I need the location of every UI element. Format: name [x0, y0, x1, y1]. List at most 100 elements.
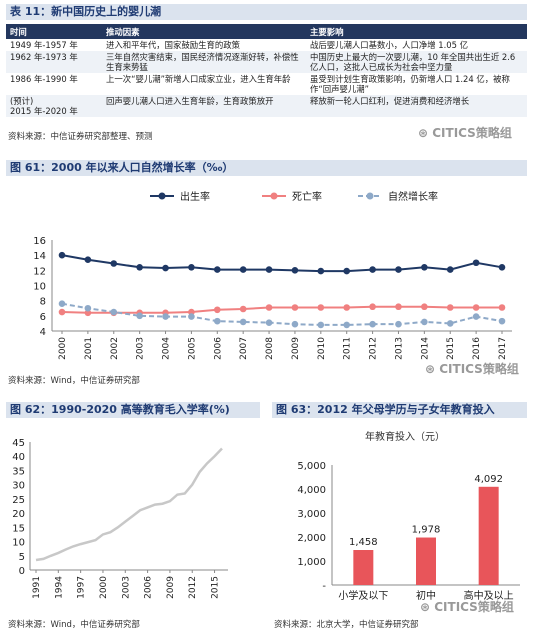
data-point [110, 260, 118, 267]
x-tick-label: 2003 [136, 337, 146, 360]
table-row: 1962 年-1973 年 三年自然灾害结束，国民经济情况逐渐好转，补偿性生育来… [6, 51, 527, 73]
data-point [84, 304, 92, 312]
chart62-svg: 0 5 10 15 20 25 30 35 40 45 1991 1994 1997 2000 2003 20… [12, 438, 228, 599]
x-tick-label: 2002 [110, 337, 120, 360]
data-point [84, 309, 92, 317]
table-cell: 战后婴儿潮人口基数小，人口净增 1.05 亿 [306, 39, 527, 51]
x-tick-label: 1991 [32, 576, 42, 599]
watermark-logo: ⊛ CITICS策略组 [420, 600, 514, 614]
chart61-svg: 出生率 死亡率 自然增长率 4 6 8 10 12 14 16 2000 2001 2002 2003 2… [33, 190, 512, 360]
table-row: 1949 年-1957 年 进入和平年代，国家鼓励生育的政策 战后婴儿潮人口基数… [6, 39, 527, 51]
data-point [498, 264, 506, 271]
bar [353, 550, 374, 585]
table-row: 1986 年-1990 年 上一次“婴儿潮”新增人口成家立业，进入生育年龄 虽受… [6, 73, 527, 95]
x-tick-label: 2012 [188, 576, 198, 599]
data-point [239, 318, 247, 326]
data-point [213, 306, 221, 314]
x-tick-label: 1994 [54, 576, 64, 599]
header-cell: 时间 [6, 24, 102, 39]
bar-value-label: 4,092 [474, 474, 503, 485]
data-point [498, 317, 506, 325]
legend-marker [270, 192, 278, 200]
data-point [343, 304, 351, 311]
data-point [265, 319, 273, 326]
table-cell: 回声婴儿潮人口进入生育年龄，生育政策放开 [102, 95, 306, 117]
data-point [472, 304, 480, 311]
series-line [61, 302, 503, 326]
data-point [395, 266, 402, 273]
table-cell: 三年自然灾害结束，国民经济情况逐渐好转，补偿性生育来势猛 [102, 51, 306, 73]
series-line [61, 305, 502, 314]
data-point [343, 321, 351, 329]
data-point [213, 317, 221, 325]
x-tick-label: 2006 [144, 576, 154, 599]
x-tick-label: 1997 [77, 576, 87, 599]
data-point [472, 313, 480, 320]
y-tick-label: - [322, 581, 326, 592]
table-cell: 1962 年-1973 年 [6, 51, 102, 73]
data-point [136, 312, 143, 320]
y-tick-label: 5,000 [297, 461, 326, 472]
data-point [162, 264, 169, 272]
y-tick-label: 6 [40, 312, 46, 323]
watermark-logo: ⊛ CITICS策略组 [425, 362, 519, 376]
table-cell: 1949 年-1957 年 [6, 39, 102, 51]
x-category-label: 高中及以上 [464, 589, 514, 602]
chart63-svg: 年教育投入（元） - 1,000 2,000 3,000 4,000 5,000 1,45… [297, 430, 520, 602]
y-tick-label: 10 [33, 282, 46, 293]
y-tick-label: 4,000 [297, 485, 326, 496]
x-tick-label: 2013 [394, 337, 404, 360]
legend-marker [366, 192, 374, 200]
x-tick-label: 2015 [211, 576, 221, 599]
data-point [58, 251, 66, 259]
x-category-label: 小学及以下 [338, 589, 388, 602]
x-tick-label: 2014 [420, 337, 430, 360]
data-point [317, 304, 325, 311]
table-cell: (预计) 2015 年-2020 年 [6, 95, 102, 117]
table-cell: 释放新一轮人口红利，促进消费和经济增长 [306, 95, 527, 117]
x-tick-label: 2008 [265, 337, 275, 360]
chart62-source: 资料来源：Wind，中信证券研究部 [8, 620, 140, 630]
x-tick-label: 2006 [213, 337, 223, 360]
y-tick-label: 15 [12, 523, 25, 534]
data-point [291, 320, 299, 328]
data-point [343, 267, 351, 275]
legend-label: 自然增长率 [388, 190, 438, 203]
baby-boom-table: 时间 推动因素 主要影响 1949 年-1957 年 进入和平年代，国家鼓励生育… [6, 24, 527, 117]
y-tick-label: 4 [40, 327, 46, 338]
bar-value-label: 1,458 [349, 537, 378, 548]
data-point [239, 305, 247, 313]
watermark-logo: ⊛ CITICS策略组 [418, 126, 512, 140]
data-point [213, 266, 221, 273]
chart63-subtitle: 年教育投入（元） [365, 430, 445, 443]
y-tick-label: 0 [19, 566, 25, 577]
y-tick-label: 2,000 [297, 533, 326, 544]
bar [416, 537, 436, 585]
data-point [239, 266, 247, 273]
legend-marker [158, 192, 166, 200]
x-tick-label: 2010 [317, 337, 327, 360]
table-title: 表 11：新中国历史上的婴儿潮 [6, 4, 527, 20]
header-cell: 主要影响 [306, 24, 527, 39]
data-point [446, 320, 454, 327]
table-cell: 上一次“婴儿潮”新增人口成家立业，进入生育年龄 [102, 73, 306, 95]
data-point [84, 256, 92, 264]
x-tick-label: 2012 [369, 337, 379, 360]
data-point [421, 264, 428, 271]
x-tick-label: 2017 [498, 337, 508, 360]
data-point [317, 267, 325, 275]
legend-label: 出生率 [180, 190, 210, 203]
chart62-title: 图 62：1990-2020 高等教育毛入学率(%) [6, 402, 260, 418]
chart63-source: 资料来源：北京大学，中信证券研究部 [274, 620, 419, 630]
y-tick-label: 12 [33, 266, 46, 277]
data-point [291, 267, 299, 274]
series-line [35, 447, 223, 562]
x-tick-label: 2015 [446, 337, 456, 360]
series-line [61, 254, 503, 273]
x-tick-label: 2009 [166, 576, 176, 599]
y-tick-label: 30 [12, 481, 25, 492]
data-point [421, 318, 428, 326]
y-tick-label: 14 [33, 251, 46, 262]
data-point [369, 266, 376, 273]
y-tick-label: 10 [12, 538, 25, 549]
